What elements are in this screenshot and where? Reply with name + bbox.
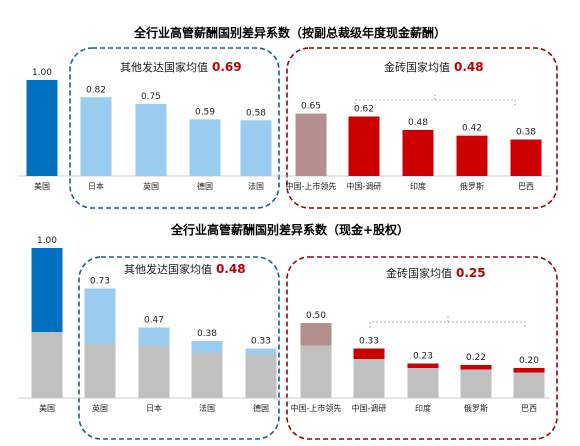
chart2-category-label: 英国 bbox=[92, 403, 108, 413]
chart2-bar-base bbox=[460, 369, 492, 398]
chart2-bar-top bbox=[460, 365, 492, 370]
chart2-bar-top bbox=[31, 248, 63, 332]
chart1-category-label: 德国 bbox=[197, 181, 213, 191]
chart2-bar-base bbox=[84, 344, 116, 398]
chart2-bar-base bbox=[300, 345, 332, 398]
chart1-bar bbox=[510, 139, 542, 176]
chart2-category-label: 法国 bbox=[199, 403, 215, 413]
chart2-category-label: 德国 bbox=[253, 403, 269, 413]
chart2-value-label: 0.33 bbox=[359, 337, 379, 347]
chart2-bar-top bbox=[300, 323, 332, 346]
chart1-brics-group-avg: 0.48 bbox=[454, 60, 484, 74]
chart1-value-label: 0.62 bbox=[354, 104, 374, 114]
chart2-brics-group-box bbox=[286, 256, 558, 440]
chart1-bar bbox=[456, 135, 488, 176]
chart2-value-label: 0.22 bbox=[466, 353, 486, 363]
chart1-value-label: 0.65 bbox=[301, 102, 321, 112]
chart2-category-label: 中国-调研 bbox=[352, 403, 387, 413]
chart1-category-label: 中国-上市领先 bbox=[286, 181, 337, 191]
chart1-value-label: 0.82 bbox=[86, 85, 106, 95]
chart1-bar bbox=[80, 97, 112, 176]
chart2-category-label: 美国 bbox=[39, 403, 55, 413]
chart1-bar bbox=[348, 116, 380, 176]
chart1-category-label: 日本 bbox=[88, 181, 104, 191]
chart2-value-label: 0.47 bbox=[144, 316, 164, 326]
chart2-bar-top bbox=[513, 368, 545, 373]
chart1-value-label: 0.38 bbox=[516, 128, 536, 138]
chart1-category-label: 印度 bbox=[410, 181, 426, 191]
chart2-bar-top bbox=[84, 288, 116, 344]
chart1-brics-group-box bbox=[286, 47, 558, 209]
chart2-brics-bracket bbox=[369, 314, 526, 328]
chart1-value-label: 0.42 bbox=[462, 124, 482, 134]
chart1-developed-group-label: 其他发达国家均值 bbox=[120, 60, 208, 74]
chart1-category-label: 巴西 bbox=[518, 182, 534, 191]
chart2-value-label: 0.33 bbox=[251, 337, 271, 347]
chart1-category-label: 法国 bbox=[248, 181, 264, 191]
chart2-bar-top bbox=[353, 348, 385, 359]
chart2-developed-group-box bbox=[78, 256, 280, 440]
chart2-bar-base bbox=[191, 353, 223, 398]
chart2-category-label: 中国-上市领先 bbox=[291, 403, 342, 413]
chart1-category-label: 俄罗斯 bbox=[460, 181, 484, 191]
chart2-value-label: 0.50 bbox=[306, 311, 326, 321]
chart2-value-label: 0.23 bbox=[413, 352, 433, 362]
chart2-bar-top bbox=[245, 348, 277, 355]
chart2-category-label: 巴西 bbox=[521, 404, 537, 413]
chart1-category-label: 中国-调研 bbox=[347, 181, 382, 191]
chart2-value-label: 0.20 bbox=[519, 356, 539, 366]
chart1-value-label: 0.48 bbox=[408, 118, 428, 128]
chart2-category-label: 俄罗斯 bbox=[464, 403, 488, 413]
chart1-bar bbox=[26, 80, 58, 176]
chart2-category-label: 印度 bbox=[415, 403, 431, 413]
chart1-title: 全行业高管薪酬国别差异系数（按副总裁级年度现金薪酬） bbox=[133, 25, 446, 40]
chart2-bar-top bbox=[407, 363, 439, 368]
chart1-category-label: 英国 bbox=[143, 181, 159, 191]
chart1-developed-group-box bbox=[69, 47, 280, 209]
chart1-value-label: 1.00 bbox=[32, 68, 52, 78]
chart1-value-label: 0.58 bbox=[246, 108, 266, 118]
chart2-bar-base bbox=[513, 372, 545, 398]
chart1-category-label: 美国 bbox=[34, 181, 50, 191]
chart1-developed-group-avg: 0.69 bbox=[212, 60, 242, 74]
chart1-bar bbox=[402, 129, 434, 176]
chart2-bar-top bbox=[191, 341, 223, 353]
chart2-category-label: 日本 bbox=[146, 403, 162, 413]
chart2-value-label: 1.00 bbox=[37, 236, 57, 246]
chart1-bar bbox=[295, 113, 327, 176]
chart2-title: 全行业高管薪酬国别差异系数（现金+股权） bbox=[170, 222, 409, 237]
chart1-brics-bracket bbox=[354, 93, 516, 108]
chart1-bar bbox=[189, 119, 221, 176]
chart1-value-label: 0.75 bbox=[141, 92, 161, 102]
chart1-brics-group-label: 金砖国家均值 bbox=[384, 60, 450, 74]
chart2-bar-base bbox=[31, 332, 63, 398]
chart2-developed-group-avg: 0.48 bbox=[216, 262, 246, 276]
chart2-brics-group-label: 金砖国家均值 bbox=[386, 266, 452, 280]
chart2-value-label: 0.73 bbox=[90, 277, 110, 287]
chart2-value-label: 0.38 bbox=[197, 329, 217, 339]
chart2-bar-base bbox=[353, 359, 385, 398]
chart2-developed-group-label: 其他发达国家均值 bbox=[124, 262, 212, 276]
chart2-brics-group-avg: 0.25 bbox=[456, 266, 486, 280]
chart1-value-label: 0.59 bbox=[195, 107, 215, 117]
chart2-bar-base bbox=[245, 354, 277, 398]
chart2-bar-base bbox=[138, 345, 170, 398]
chart2-bar-top bbox=[138, 327, 170, 346]
chart2-bar-base bbox=[407, 368, 439, 398]
chart1-bar bbox=[135, 104, 167, 176]
chart1-bar bbox=[240, 120, 272, 176]
